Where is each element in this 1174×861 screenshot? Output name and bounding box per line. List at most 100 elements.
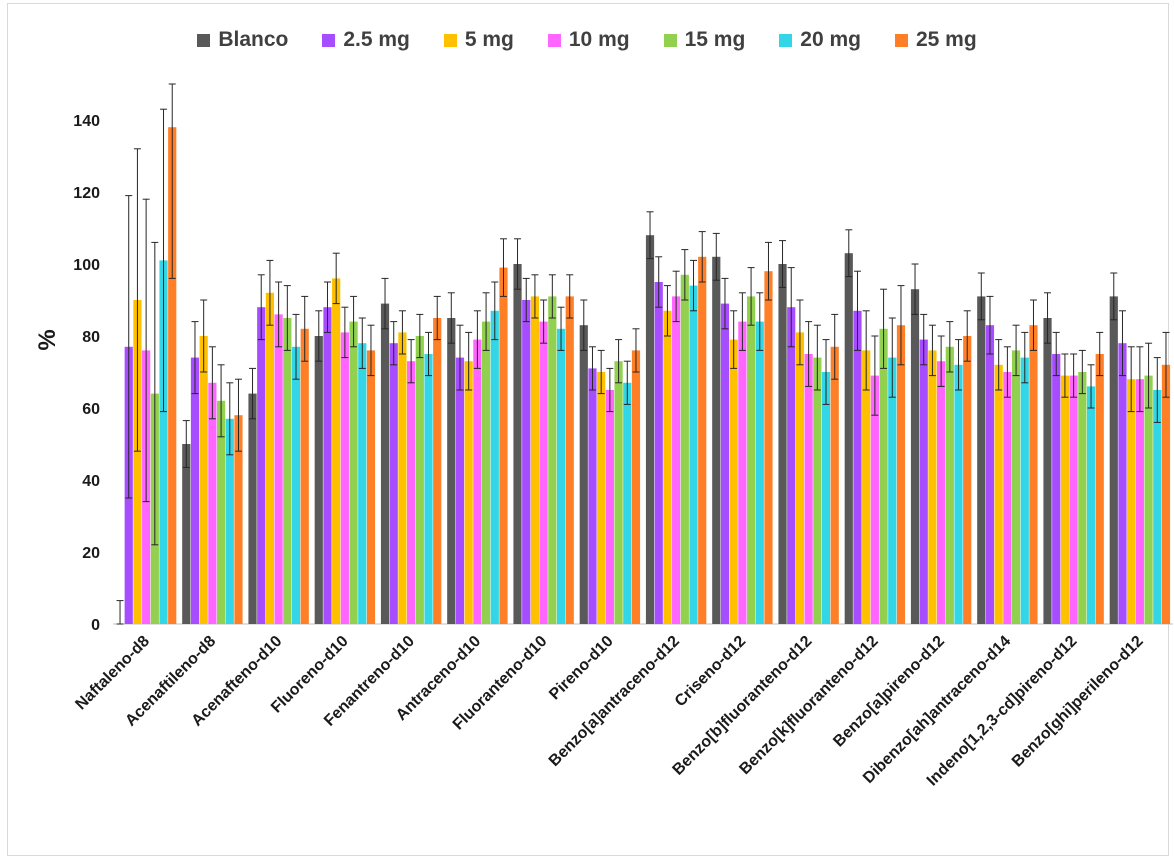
bar [208,382,217,624]
bar [1078,372,1087,624]
bar [499,267,508,624]
bar [216,400,226,624]
bar [738,321,747,624]
bar [1003,372,1012,624]
bar [689,285,698,624]
bar [225,418,234,624]
chart-legend: Blanco 2.5 mg 5 mg 10 mg 15 mg 20 mg 25 … [0,28,1174,52]
bar [300,328,309,624]
bar [455,357,465,624]
y-tick-label: 100 [73,257,100,274]
bar [366,350,376,624]
legend-item-20mg: 20 mg [779,28,861,52]
bar [1161,364,1171,624]
bar [133,300,142,624]
bar [539,321,548,624]
legend-label: 5 mg [464,28,514,51]
bar [314,336,323,624]
bar [522,300,531,624]
legend-label: 20 mg [800,28,861,51]
bar [565,296,574,624]
bar [977,296,986,624]
bar [862,350,871,624]
bar [380,303,390,624]
legend-swatch [894,33,908,47]
bar [168,127,177,624]
bar [1043,318,1052,624]
bar [323,307,332,624]
bar [1153,390,1162,624]
y-tick-label: 80 [82,329,100,346]
bar [614,361,623,624]
x-tick-label: Pireno-d10 [546,633,617,704]
legend-label: 15 mg [684,28,746,51]
legend-item-2-5mg: 2.5 mg [322,28,410,52]
bar [1127,379,1136,624]
bar [672,296,681,624]
bar [729,339,738,624]
y-tick-label: 40 [82,473,100,490]
legend-item-blanco: Blanco [197,28,288,52]
bar [182,444,191,624]
bar [1086,386,1096,624]
bar [963,336,972,624]
bar [954,364,963,624]
bar [787,307,796,624]
bar [513,264,522,624]
bar [464,361,473,624]
bar [274,314,283,624]
legend-swatch [322,33,336,47]
bar [663,310,672,624]
bar [623,382,632,624]
y-tick-label: 60 [82,401,100,418]
bar [896,325,906,624]
bar [945,346,954,624]
y-tick-label: 140 [73,113,100,130]
bar [159,260,168,624]
bar [415,336,424,624]
bar [1135,379,1144,624]
plot-area: 020406080100120140Naftaleno-d8Acenaftile… [72,83,1173,789]
bar [490,310,499,624]
bar [1020,357,1029,624]
bar [804,354,813,624]
legend-swatch [547,33,561,47]
bar [888,357,897,624]
bar [340,332,349,624]
bar [919,339,928,624]
bar [937,361,946,624]
bar [605,390,614,624]
bar [755,321,764,624]
legend-swatch [443,33,457,47]
bar [853,310,862,624]
legend-swatch [197,33,211,47]
bar [597,372,606,624]
legend-item-15mg: 15 mg [663,28,746,52]
bar [1029,325,1038,624]
bar [389,343,398,624]
bar [879,328,888,624]
bar [447,318,456,624]
bar [821,372,831,624]
legend-item-10mg: 10 mg [547,28,630,52]
bar [424,354,433,624]
legend-label: 2.5 mg [343,28,410,51]
bar [813,357,822,624]
bar [407,361,416,624]
bar [698,256,707,624]
bar [910,289,920,624]
x-tick-label: Benzo[ghi]perileno-d12 [1009,633,1147,771]
bar [265,292,275,624]
bar [830,346,839,624]
bar [190,357,200,624]
bar [712,256,721,624]
bar [746,296,756,624]
bar [358,343,367,624]
bar [795,332,805,624]
bar [398,332,407,624]
bar [548,296,557,624]
bar [556,328,566,624]
bar [720,303,730,624]
bar [1060,375,1070,624]
